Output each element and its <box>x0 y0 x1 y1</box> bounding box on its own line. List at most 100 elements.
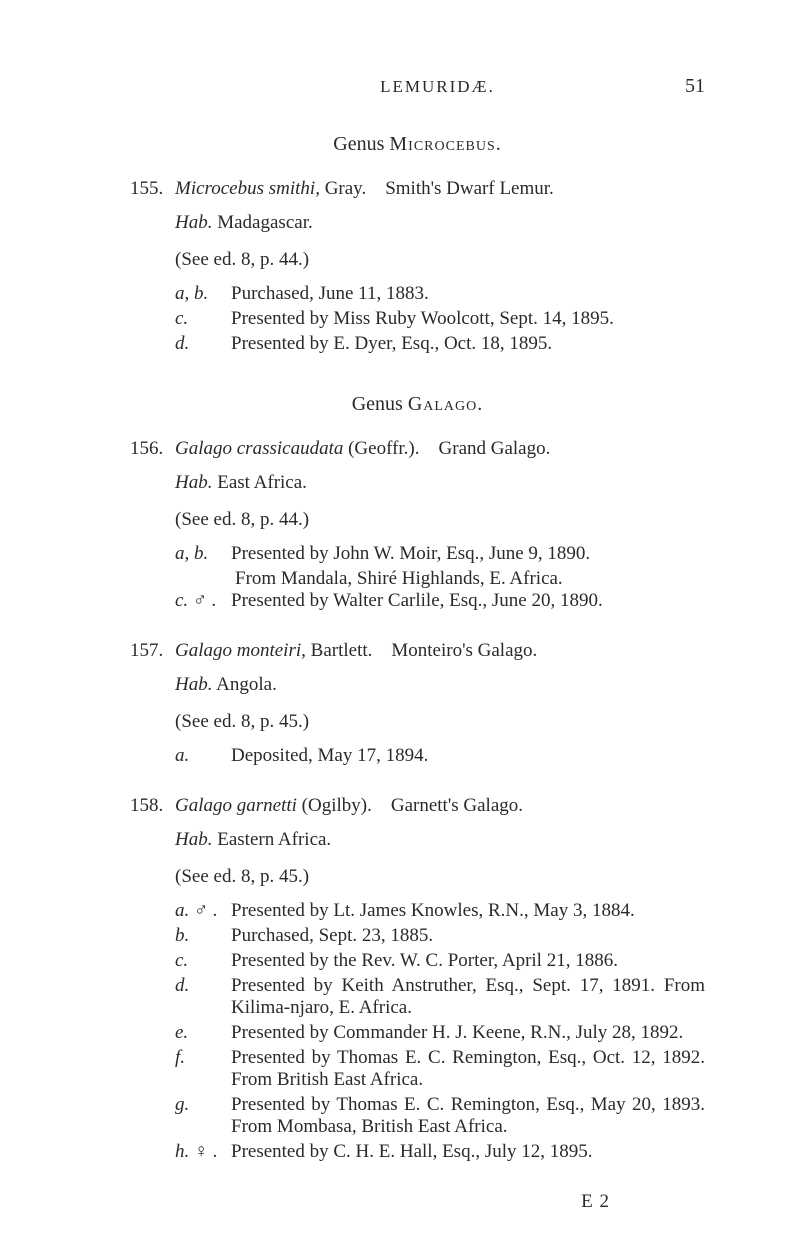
entry-number: 156. <box>130 438 175 460</box>
specimen-label: g. <box>175 1094 231 1138</box>
see-ed: (See ed. 8, p. 44.) <box>175 249 705 271</box>
specimen-row: a. ♂ . Presented by Lt. James Knowles, R… <box>175 900 705 922</box>
habitat: Hab. East Africa. <box>175 472 705 494</box>
specimen-desc: Presented by Keith Anstruther, Esq., Sep… <box>231 975 705 1019</box>
specimen-label: a. ♂ . <box>175 900 231 922</box>
specimen-label: d. <box>175 333 231 355</box>
specimen-continuation: From Mandala, Shiré Highlands, E. Africa… <box>235 568 705 590</box>
entry-157: 157. Galago monteiri, Bartlett. Monteiro… <box>130 640 705 767</box>
species-name: Galago crassicaudata <box>175 438 343 459</box>
common-name: Garnett's Galago. <box>391 795 523 816</box>
specimen-label: d. <box>175 975 231 1019</box>
author: Bartlett. <box>306 640 372 661</box>
specimen-list: a. ♂ . Presented by Lt. James Knowles, R… <box>175 900 705 1163</box>
specimen-desc: Presented by C. H. E. Hall, Esq., July 1… <box>231 1141 705 1163</box>
hab-text: Eastern Africa. <box>212 829 331 850</box>
specimen-desc: Purchased, June 11, 1883. <box>231 283 705 305</box>
specimen-label: a. <box>175 745 231 767</box>
see-ed: (See ed. 8, p. 45.) <box>175 866 705 888</box>
hab-label: Hab. <box>175 829 212 850</box>
common-name: Smith's Dwarf Lemur. <box>385 178 554 199</box>
specimen-row: d. Presented by Keith Anstruther, Esq., … <box>175 975 705 1019</box>
genus-name: Microcebus. <box>389 133 501 155</box>
common-name: Monteiro's Galago. <box>391 640 537 661</box>
common-name: Grand Galago. <box>439 438 551 459</box>
specimen-label: a, b. <box>175 543 231 565</box>
species-name: Microcebus smithi, <box>175 178 320 199</box>
genus-heading-galago: Genus Galago. <box>130 393 705 416</box>
entry-title: 158. Galago garnetti (Ogilby). Garnett's… <box>130 795 705 817</box>
specimen-row: f. Presented by Thomas E. C. Remington, … <box>175 1047 705 1091</box>
specimen-desc: Presented by Thomas E. C. Remington, Esq… <box>231 1094 705 1138</box>
author: (Ogilby). <box>297 795 372 816</box>
signature-mark: E 2 <box>130 1191 705 1213</box>
genus-prefix: Genus <box>333 133 389 155</box>
habitat: Hab. Madagascar. <box>175 212 705 234</box>
see-ed: (See ed. 8, p. 44.) <box>175 509 705 531</box>
hab-text: Madagascar. <box>212 212 312 233</box>
entry-156: 156. Galago crassicaudata (Geoffr.). Gra… <box>130 438 705 612</box>
entry-body: Galago garnetti (Ogilby). Garnett's Gala… <box>175 795 705 817</box>
specimen-row: c. Presented by Miss Ruby Woolcott, Sept… <box>175 308 705 330</box>
specimen-row: a, b. Purchased, June 11, 1883. <box>175 283 705 305</box>
specimen-label: f. <box>175 1047 231 1091</box>
page-number: 51 <box>685 75 705 98</box>
specimen-desc: Presented by Lt. James Knowles, R.N., Ma… <box>231 900 705 922</box>
entry-number: 157. <box>130 640 175 662</box>
specimen-desc: Presented by Thomas E. C. Remington, Esq… <box>231 1047 705 1091</box>
specimen-row: g. Presented by Thomas E. C. Remington, … <box>175 1094 705 1138</box>
specimen-label: c. <box>175 308 231 330</box>
specimen-label: c. ♂ . <box>175 590 231 612</box>
author: Gray. <box>320 178 366 199</box>
genus-prefix: Genus <box>352 393 408 415</box>
species-name: Galago garnetti <box>175 795 297 816</box>
species-name: Galago monteiri, <box>175 640 306 661</box>
hab-text: Angola. <box>212 674 276 695</box>
entry-body: Galago crassicaudata (Geoffr.). Grand Ga… <box>175 438 705 460</box>
specimen-row: e. Presented by Commander H. J. Keene, R… <box>175 1022 705 1044</box>
specimen-desc: Presented by Walter Carlile, Esq., June … <box>231 590 705 612</box>
habitat: Hab. Angola. <box>175 674 705 696</box>
specimen-desc: Presented by John W. Moir, Esq., June 9,… <box>231 543 705 565</box>
entry-155: 155. Microcebus smithi, Gray. Smith's Dw… <box>130 178 705 355</box>
specimen-label: e. <box>175 1022 231 1044</box>
entry-body: Microcebus smithi, Gray. Smith's Dwarf L… <box>175 178 705 200</box>
specimen-row: c. Presented by the Rev. W. C. Porter, A… <box>175 950 705 972</box>
specimen-desc: Purchased, Sept. 23, 1885. <box>231 925 705 947</box>
specimen-list: a. Deposited, May 17, 1894. <box>175 745 705 767</box>
hab-text: East Africa. <box>212 472 306 493</box>
specimen-list: a, b. Purchased, June 11, 1883. c. Prese… <box>175 283 705 355</box>
entry-158: 158. Galago garnetti (Ogilby). Garnett's… <box>130 795 705 1163</box>
hab-label: Hab. <box>175 212 212 233</box>
specimen-row: a. Deposited, May 17, 1894. <box>175 745 705 767</box>
specimen-desc: Presented by Commander H. J. Keene, R.N.… <box>231 1022 705 1044</box>
specimen-row: b. Purchased, Sept. 23, 1885. <box>175 925 705 947</box>
page-header: LEMURIDÆ. 51 <box>130 75 705 98</box>
hab-label: Hab. <box>175 674 212 695</box>
entry-title: 155. Microcebus smithi, Gray. Smith's Dw… <box>130 178 705 200</box>
habitat: Hab. Eastern Africa. <box>175 829 705 851</box>
entry-number: 155. <box>130 178 175 200</box>
specimen-label: c. <box>175 950 231 972</box>
entry-title: 157. Galago monteiri, Bartlett. Monteiro… <box>130 640 705 662</box>
specimen-desc: Deposited, May 17, 1894. <box>231 745 705 767</box>
specimen-row: d. Presented by E. Dyer, Esq., Oct. 18, … <box>175 333 705 355</box>
specimen-row: a, b. Presented by John W. Moir, Esq., J… <box>175 543 705 565</box>
hab-label: Hab. <box>175 472 212 493</box>
genus-heading-microcebus: Genus Microcebus. <box>130 133 705 156</box>
author: (Geoffr.). <box>343 438 419 459</box>
specimen-label: h. ♀ . <box>175 1141 231 1163</box>
entry-body: Galago monteiri, Bartlett. Monteiro's Ga… <box>175 640 705 662</box>
specimen-label: b. <box>175 925 231 947</box>
see-ed: (See ed. 8, p. 45.) <box>175 711 705 733</box>
specimen-row: h. ♀ . Presented by C. H. E. Hall, Esq.,… <box>175 1141 705 1163</box>
entry-title: 156. Galago crassicaudata (Geoffr.). Gra… <box>130 438 705 460</box>
entry-number: 158. <box>130 795 175 817</box>
specimen-list: a, b. Presented by John W. Moir, Esq., J… <box>175 543 705 612</box>
genus-name: Galago. <box>408 393 483 415</box>
specimen-desc: Presented by the Rev. W. C. Porter, Apri… <box>231 950 705 972</box>
specimen-row: c. ♂ . Presented by Walter Carlile, Esq.… <box>175 590 705 612</box>
specimen-label: a, b. <box>175 283 231 305</box>
specimen-desc: Presented by Miss Ruby Woolcott, Sept. 1… <box>231 308 705 330</box>
running-head: LEMURIDÆ. <box>190 77 685 97</box>
